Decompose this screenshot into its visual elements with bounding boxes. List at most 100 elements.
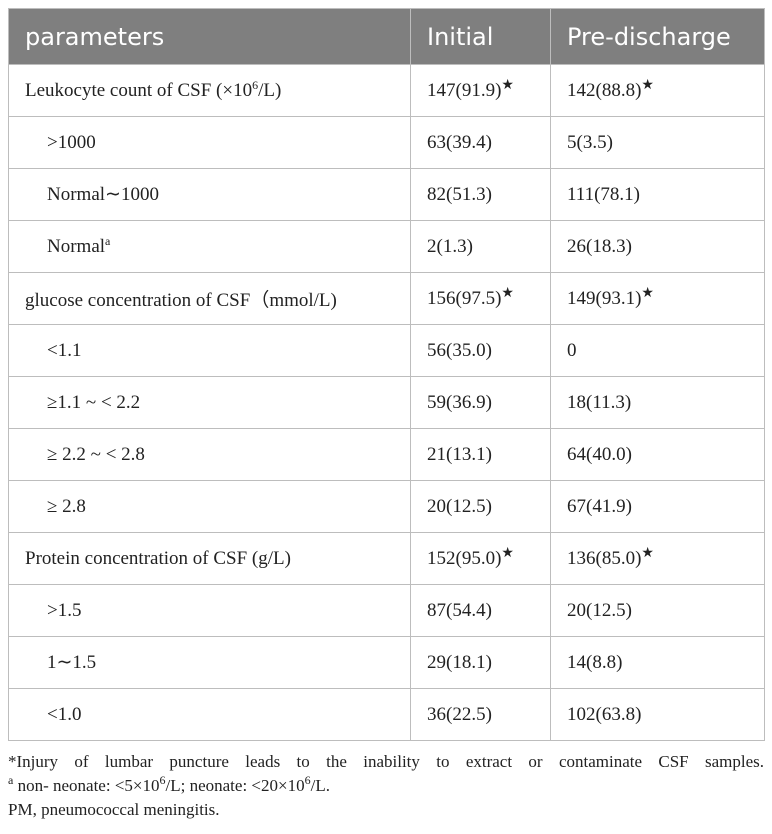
superscript: ★ bbox=[641, 77, 654, 93]
table-row: Protein concentration of CSF (g/L) 152(95… bbox=[8, 532, 765, 585]
header-cell: parameters bbox=[8, 8, 411, 65]
table-row: >1.5 87(54.4) 20(12.5) bbox=[8, 584, 765, 637]
text: 147(91.9) bbox=[427, 79, 502, 101]
table-row: Leukocyte count of CSF (×106/L) 147(91.9)… bbox=[8, 64, 765, 117]
text: Protein concentration of CSF (g/L) bbox=[25, 547, 291, 569]
text: 82(51.3) bbox=[427, 183, 492, 205]
table-cell: 59(36.9) bbox=[410, 376, 551, 429]
superscript: a bbox=[8, 773, 14, 787]
superscript: ★ bbox=[501, 77, 514, 93]
text: >1000 bbox=[47, 131, 96, 153]
text: ≥ 2.2 ~ < 2.8 bbox=[47, 443, 145, 465]
text: /L; neonate: <20×10 bbox=[165, 776, 305, 795]
footnote: PM, pneumococcal meningitis. bbox=[8, 798, 764, 822]
table-cell: 0 bbox=[550, 324, 765, 377]
text: glucose concentration of CSF（mmol/L) bbox=[25, 290, 337, 311]
text: /L) bbox=[258, 79, 282, 101]
text: Leukocyte count of CSF (×10 bbox=[25, 79, 253, 101]
table-cell: <1.1 bbox=[8, 324, 411, 377]
table-cell: 18(11.3) bbox=[550, 376, 765, 429]
table-row: Normal∼1000 82(51.3) 111(78.1) bbox=[8, 168, 765, 221]
text: 156(97.5) bbox=[427, 287, 502, 309]
text: 64(40.0) bbox=[567, 443, 632, 465]
text: non- neonate: <5×10 bbox=[13, 776, 160, 795]
table-row: >1000 63(39.4) 5(3.5) bbox=[8, 116, 765, 169]
table-cell: 20(12.5) bbox=[410, 480, 551, 533]
table-cell: 136(85.0)★ bbox=[550, 532, 765, 585]
table-cell: glucose concentration of CSF（mmol/L) bbox=[8, 272, 411, 325]
text: 102(63.8) bbox=[567, 703, 642, 725]
table-row: <1.0 36(22.5) 102(63.8) bbox=[8, 688, 765, 741]
text: 20(12.5) bbox=[567, 599, 632, 621]
text: 26(18.3) bbox=[567, 235, 632, 257]
table-row: <1.1 56(35.0) 0 bbox=[8, 324, 765, 377]
table-cell: 36(22.5) bbox=[410, 688, 551, 741]
text: /L. bbox=[310, 776, 330, 795]
superscript: ★ bbox=[641, 545, 654, 561]
text: 59(36.9) bbox=[427, 391, 492, 413]
table-cell: 156(97.5)★ bbox=[410, 272, 551, 325]
table-row: ≥1.1 ~ < 2.2 59(36.9) 18(11.3) bbox=[8, 376, 765, 429]
superscript: ★ bbox=[641, 285, 654, 301]
table-row: glucose concentration of CSF（mmol/L) 156(… bbox=[8, 272, 765, 325]
table-row: ≥ 2.8 20(12.5) 67(41.9) bbox=[8, 480, 765, 533]
text: 136(85.0) bbox=[567, 547, 642, 569]
text: 87(54.4) bbox=[427, 599, 492, 621]
text: 1∼1.5 bbox=[47, 652, 97, 673]
table-cell: 87(54.4) bbox=[410, 584, 551, 637]
data-table: parameters Initial Pre-discharge Leukocyte… bbox=[8, 8, 765, 741]
table-cell: 64(40.0) bbox=[550, 428, 765, 481]
superscript: a bbox=[105, 233, 111, 248]
text: 14(8.8) bbox=[567, 651, 623, 673]
table-body: Leukocyte count of CSF (×106/L) 147(91.9)… bbox=[8, 64, 765, 741]
text: 111(78.1) bbox=[567, 183, 640, 205]
text: 0 bbox=[567, 339, 577, 361]
text: 21(13.1) bbox=[427, 443, 492, 465]
table-cell: 5(3.5) bbox=[550, 116, 765, 169]
text: 152(95.0) bbox=[427, 547, 502, 569]
footnote: *Injury of lumbar puncture leads to the … bbox=[8, 750, 764, 774]
table-cell: Normal∼1000 bbox=[8, 168, 411, 221]
table-cell: 26(18.3) bbox=[550, 220, 765, 273]
table-row: ≥ 2.2 ~ < 2.8 21(13.1) 64(40.0) bbox=[8, 428, 765, 481]
header-cell: Initial bbox=[410, 8, 551, 65]
text: PM, pneumococcal meningitis. bbox=[8, 800, 220, 819]
superscript: ★ bbox=[501, 545, 514, 561]
table-cell: 111(78.1) bbox=[550, 168, 765, 221]
table-cell: 2(1.3) bbox=[410, 220, 551, 273]
table-cell: 102(63.8) bbox=[550, 688, 765, 741]
text: 36(22.5) bbox=[427, 703, 492, 725]
table-cell: 82(51.3) bbox=[410, 168, 551, 221]
header-cell: Pre-discharge bbox=[550, 8, 765, 65]
text: *Injury of lumbar puncture leads to the … bbox=[8, 752, 764, 771]
text: 5(3.5) bbox=[567, 131, 613, 153]
table-cell: >1000 bbox=[8, 116, 411, 169]
table-cell: 63(39.4) bbox=[410, 116, 551, 169]
text: 142(88.8) bbox=[567, 79, 642, 101]
table-cell: 1∼1.5 bbox=[8, 636, 411, 689]
text: <1.0 bbox=[47, 703, 82, 725]
text: ≥ 2.8 bbox=[47, 495, 86, 517]
header-row: parameters Initial Pre-discharge bbox=[8, 8, 765, 65]
table-cell: 149(93.1)★ bbox=[550, 272, 765, 325]
footnotes: *Injury of lumbar puncture leads to the … bbox=[8, 750, 764, 822]
superscript: 6 bbox=[159, 773, 166, 787]
table-cell: <1.0 bbox=[8, 688, 411, 741]
table-row: 1∼1.5 29(18.1) 14(8.8) bbox=[8, 636, 765, 689]
text: 63(39.4) bbox=[427, 131, 492, 153]
text: 20(12.5) bbox=[427, 495, 492, 517]
text: 2(1.3) bbox=[427, 235, 473, 257]
table-cell: 29(18.1) bbox=[410, 636, 551, 689]
superscript: 6 bbox=[304, 773, 311, 787]
table-cell: Normala bbox=[8, 220, 411, 273]
superscript: ★ bbox=[501, 285, 514, 301]
table-cell: ≥ 2.2 ~ < 2.8 bbox=[8, 428, 411, 481]
table-cell: >1.5 bbox=[8, 584, 411, 637]
footnote: a non- neonate: <5×106/L; neonate: <20×1… bbox=[8, 774, 764, 798]
table-cell: ≥1.1 ~ < 2.2 bbox=[8, 376, 411, 429]
text: <1.1 bbox=[47, 339, 82, 361]
table-cell: 14(8.8) bbox=[550, 636, 765, 689]
text: 18(11.3) bbox=[567, 391, 632, 413]
text: 29(18.1) bbox=[427, 651, 492, 673]
